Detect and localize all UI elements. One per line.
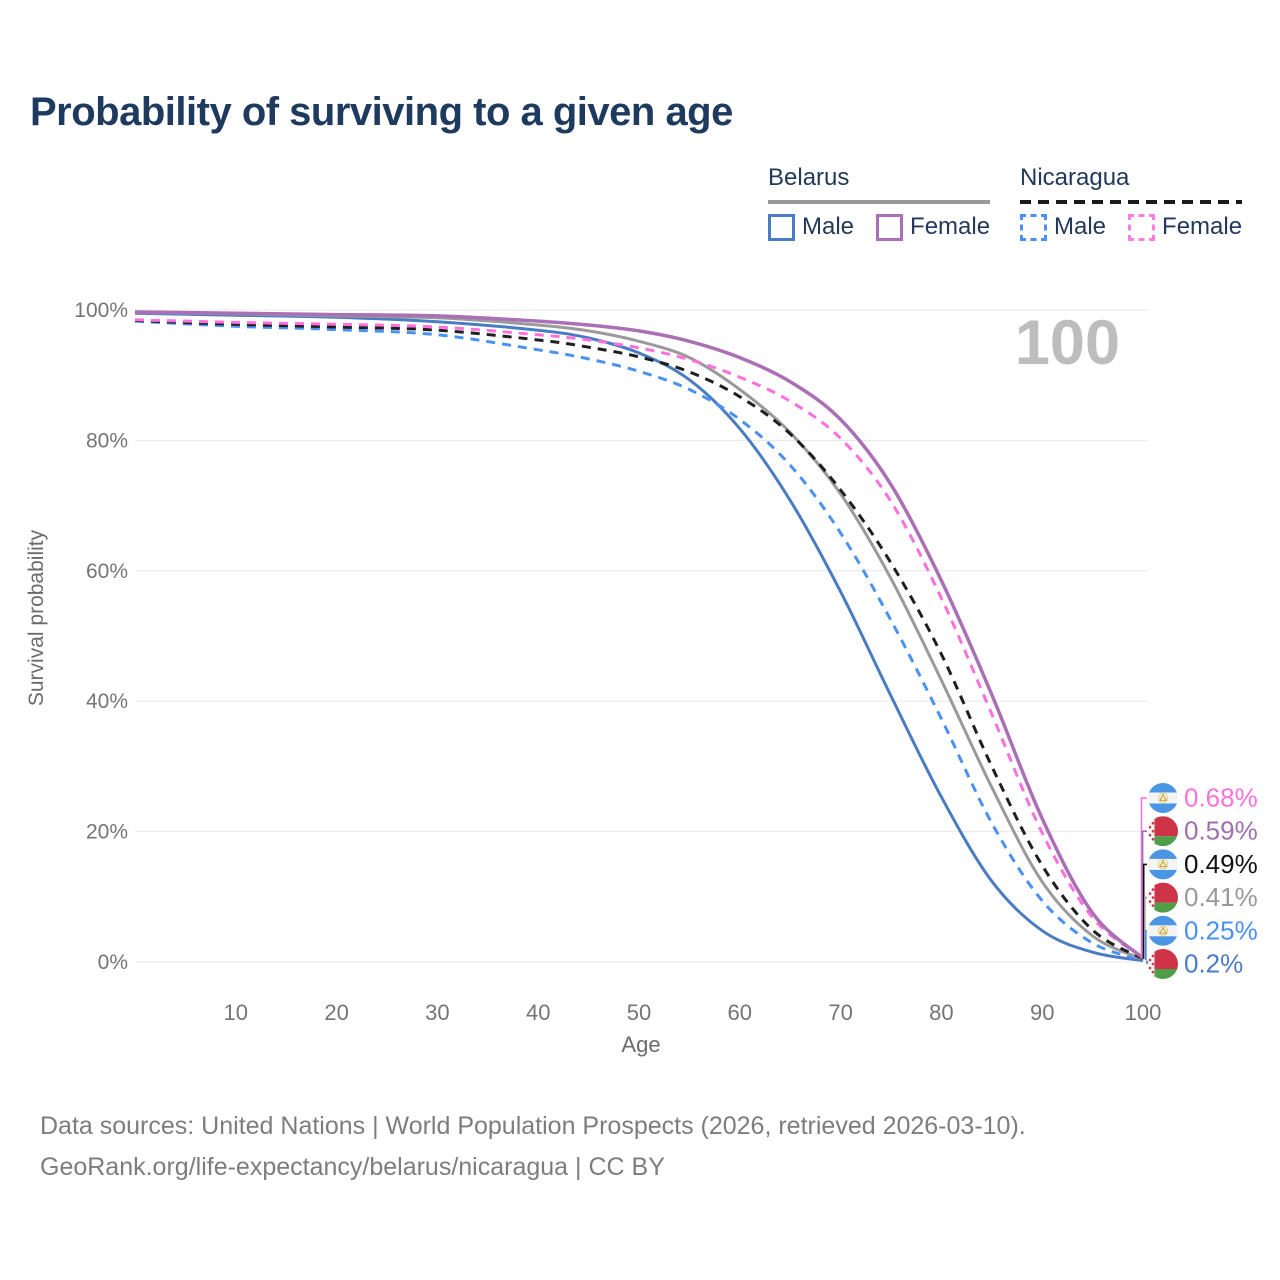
- end-label-value: 0.59%: [1184, 816, 1258, 846]
- end-label-value: 0.25%: [1184, 915, 1258, 945]
- end-label-connector: [1141, 830, 1147, 959]
- legend-item-nicaragua-male[interactable]: Male: [1020, 213, 1106, 241]
- series-line-belarus-female[interactable]: [134, 310, 1145, 960]
- series-line-nicaragua-male[interactable]: [134, 319, 1144, 962]
- x-tick-label: 40: [526, 1000, 550, 1025]
- end-label-value: 0.41%: [1184, 882, 1258, 912]
- legend-item-belarus-male[interactable]: Male: [768, 213, 854, 241]
- x-tick-label: 60: [728, 1000, 752, 1025]
- legend-label: Female: [1162, 213, 1243, 240]
- x-tick-label: 10: [224, 1000, 248, 1025]
- legend-country-belarus: Belarus: [768, 164, 850, 191]
- footer: Data sources: United Nations | World Pop…: [40, 1106, 1026, 1189]
- belarus-flag-icon: [1148, 816, 1178, 846]
- legend-label: Male: [802, 213, 855, 240]
- y-tick-label: 40%: [86, 690, 128, 713]
- x-tick-label: 80: [929, 1000, 953, 1025]
- page-title: Probability of surviving to a given age: [30, 90, 733, 134]
- belarus-flag-icon: [1148, 883, 1178, 913]
- y-tick-label: 20%: [86, 821, 128, 844]
- x-tick-label: 50: [627, 1000, 651, 1025]
- nicaragua-flag-icon: [1148, 849, 1178, 879]
- legend-label: Female: [910, 213, 991, 240]
- nicaragua-dashed-line-swatch: [1020, 200, 1243, 204]
- end-label-connector: [1142, 863, 1147, 959]
- x-tick-label: 70: [828, 1000, 852, 1025]
- x-tick-label: 100: [1125, 1000, 1162, 1025]
- y-tick-label: 100%: [74, 299, 128, 322]
- hovered-age-watermark: 100: [1015, 308, 1120, 378]
- belarus-solid-line-swatch: [768, 200, 991, 204]
- end-label-connector: [1144, 896, 1147, 960]
- series-line-nicaragua-total[interactable]: [134, 318, 1144, 961]
- x-axis-title: Age: [621, 1032, 660, 1057]
- y-axis-title: Survival probability: [25, 529, 48, 706]
- series-line-belarus-male[interactable]: [134, 311, 1144, 963]
- belarus-female-swatch-icon: [876, 213, 904, 241]
- legend-group-belarus: Belarus Male Female: [768, 164, 991, 241]
- end-label-connector: [1145, 930, 1147, 961]
- end-label-connector: [1140, 797, 1147, 958]
- y-tick-label: 60%: [86, 560, 128, 583]
- end-label-value: 0.2%: [1184, 949, 1243, 979]
- attribution-line: GeoRank.org/life-expectancy/belarus/nica…: [40, 1153, 665, 1182]
- legend-item-belarus-female[interactable]: Female: [876, 213, 990, 241]
- end-label-value: 0.49%: [1184, 849, 1258, 879]
- nicaragua-flag-icon: [1148, 916, 1178, 946]
- end-label-value: 0.68%: [1184, 783, 1258, 813]
- x-tick-label: 20: [324, 1000, 348, 1025]
- nicaragua-female-swatch-icon: [1128, 213, 1156, 241]
- belarus-flag-icon: [1148, 949, 1178, 979]
- x-tick-label: 90: [1030, 1000, 1054, 1025]
- x-tick-label: 30: [425, 1000, 449, 1025]
- legend-country-nicaragua: Nicaragua: [1020, 164, 1130, 191]
- nicaragua-male-swatch-icon: [1020, 213, 1047, 241]
- belarus-male-swatch-icon: [768, 213, 795, 241]
- y-tick-label: 80%: [86, 429, 128, 452]
- series-line-nicaragua-female[interactable]: [134, 318, 1144, 959]
- nicaragua-flag-icon: [1148, 783, 1178, 813]
- data-sources-line: Data sources: United Nations | World Pop…: [40, 1112, 1026, 1140]
- y-tick-label: 0%: [98, 951, 128, 974]
- series-line-belarus-total[interactable]: [134, 311, 1144, 961]
- legend-item-nicaragua-female[interactable]: Female: [1128, 213, 1242, 241]
- legend-group-nicaragua: Nicaragua Male Female: [1020, 164, 1243, 241]
- legend-label: Male: [1054, 213, 1107, 240]
